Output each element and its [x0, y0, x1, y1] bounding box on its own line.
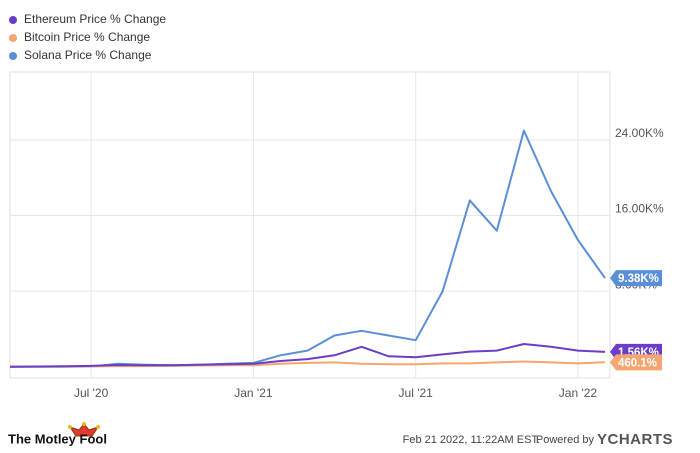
legend-label: Bitcoin Price % Change	[24, 30, 150, 44]
x-tick-label: Jul '21	[399, 386, 434, 400]
plot-frame	[9, 71, 611, 379]
end-label-box	[610, 354, 662, 371]
y-tick-label: 24.00K%	[615, 126, 664, 140]
series-line	[9, 343, 606, 368]
legend-marker	[9, 52, 17, 60]
timestamp: Feb 21 2022, 11:22AM EST.	[403, 434, 540, 446]
x-tick-label: Jul '20	[74, 386, 109, 400]
x-tick-label: Jan '22	[559, 386, 598, 400]
legend-label: Solana Price % Change	[24, 48, 152, 62]
y-tick-label: 16.00K%	[615, 202, 664, 216]
motley-fool-logo	[68, 422, 100, 437]
powered-by: Powered by	[536, 434, 595, 446]
legend-marker	[9, 34, 17, 42]
end-label: 460.1%	[610, 354, 662, 371]
end-label-box	[610, 270, 662, 287]
series-line	[10, 129, 606, 368]
end-label: 9.38K%	[610, 270, 662, 287]
end-label-text: 9.38K%	[618, 273, 659, 285]
end-label-text: 460.1%	[618, 357, 657, 369]
legend-label: Ethereum Price % Change	[24, 12, 166, 26]
brand-left: The Motley Fool	[8, 431, 107, 446]
brand-right: YCHARTS	[597, 431, 673, 448]
x-tick-label: Jan '21	[234, 386, 273, 400]
legend-marker	[9, 16, 17, 24]
